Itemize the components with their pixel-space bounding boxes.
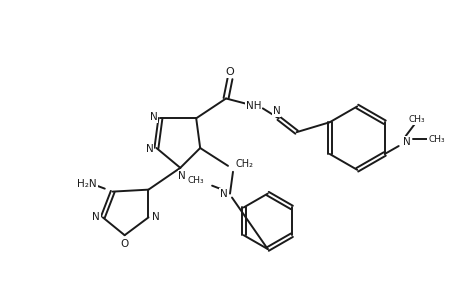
Text: O: O [120,239,129,249]
Text: N: N [146,144,153,154]
Text: CH₃: CH₃ [187,176,204,185]
Text: N: N [92,212,100,222]
Text: N: N [272,106,280,116]
Text: CH₂: CH₂ [235,159,253,169]
Text: O: O [225,67,234,77]
Text: N: N [151,212,159,222]
Text: NH: NH [246,101,261,111]
Text: N: N [402,137,409,147]
Text: N: N [178,171,186,181]
Text: N: N [149,112,157,122]
Text: CH₃: CH₃ [427,135,444,144]
Text: CH₃: CH₃ [408,115,424,124]
Text: H₂N: H₂N [77,179,96,189]
Text: N: N [220,189,228,199]
